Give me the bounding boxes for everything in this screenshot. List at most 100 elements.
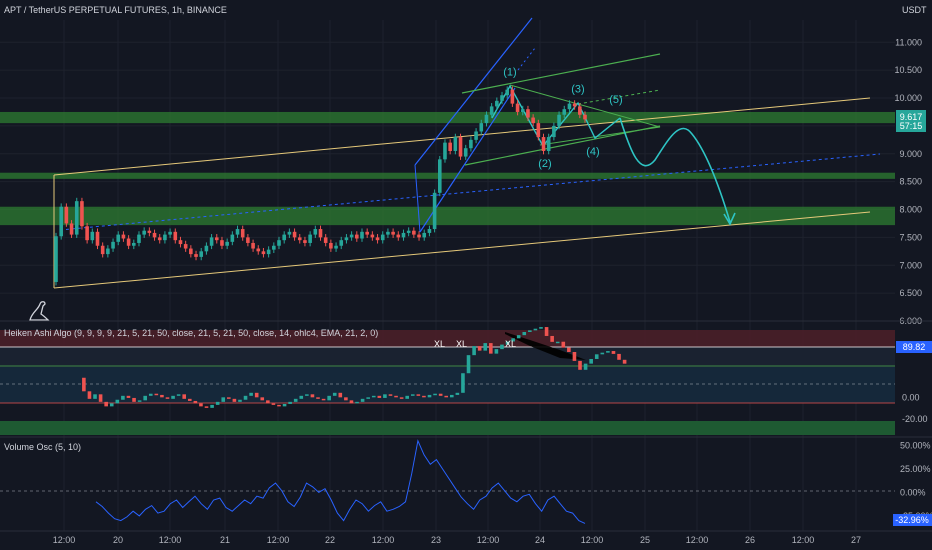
ha-candle bbox=[182, 394, 187, 399]
zone-1 bbox=[0, 111, 895, 124]
trend-line-upper[interactable] bbox=[414, 17, 533, 166]
ha-candle bbox=[137, 400, 142, 402]
ha-candle bbox=[160, 394, 164, 398]
ha-candle bbox=[221, 397, 226, 402]
ha-candle bbox=[594, 354, 599, 359]
ha-candle bbox=[371, 395, 376, 398]
candle-body bbox=[121, 234, 126, 239]
candle-body bbox=[318, 229, 323, 238]
candle-body bbox=[536, 123, 541, 138]
ha-candle bbox=[243, 395, 248, 400]
candle-body bbox=[380, 234, 385, 241]
wave-label-4: (4) bbox=[586, 146, 599, 158]
ha-candle bbox=[215, 401, 220, 405]
wave-label-3: (3) bbox=[571, 83, 584, 95]
candle-body bbox=[303, 240, 307, 243]
ha-candle bbox=[204, 406, 209, 408]
candle-body bbox=[365, 231, 369, 235]
ha-candle bbox=[388, 394, 393, 396]
ha-candle bbox=[293, 398, 298, 402]
ha-candle bbox=[427, 394, 432, 398]
ha-candle bbox=[126, 395, 131, 398]
ha-candle bbox=[572, 351, 577, 361]
green-channel-lower[interactable] bbox=[464, 125, 661, 166]
candle-body bbox=[277, 240, 281, 246]
heiken-marker-1: XL bbox=[434, 339, 445, 349]
candle-body bbox=[489, 106, 494, 115]
candle-body bbox=[453, 137, 458, 151]
candle-body bbox=[64, 206, 69, 224]
ha-candle bbox=[511, 338, 515, 342]
time-tick-label: 25 bbox=[640, 535, 650, 545]
heiken-marker-2: XL bbox=[456, 339, 467, 349]
green-channel-upper[interactable] bbox=[461, 53, 661, 94]
candle-body bbox=[246, 237, 250, 243]
candle-body bbox=[510, 89, 515, 104]
candle-body bbox=[54, 236, 58, 282]
ha-candle bbox=[266, 400, 270, 404]
heiken-candles bbox=[82, 327, 627, 408]
trend-connector bbox=[414, 164, 421, 233]
ha-candle bbox=[410, 394, 415, 396]
chart-title[interactable]: APT / TetherUS PERPETUAL FUTURES, 1h, BI… bbox=[4, 5, 227, 15]
volume-title[interactable]: Volume Osc (5, 10) bbox=[4, 442, 82, 452]
time-tick-label: 22 bbox=[325, 535, 335, 545]
heiken-tick-label: 0.00 bbox=[902, 392, 920, 402]
heiken-cloud bbox=[505, 332, 586, 360]
ha-candle bbox=[555, 341, 560, 344]
heiken-axis: 0.00 -20.00 bbox=[902, 392, 928, 424]
ha-candle bbox=[422, 395, 426, 398]
ha-candle bbox=[171, 395, 175, 399]
ha-candle bbox=[622, 359, 627, 364]
time-tick-label: 21 bbox=[220, 535, 230, 545]
ha-candle bbox=[617, 353, 621, 360]
ha-candle bbox=[321, 398, 326, 401]
ha-candle bbox=[539, 327, 543, 329]
price-tick-label: 6.500 bbox=[899, 288, 922, 298]
candle-body bbox=[427, 229, 432, 233]
price-badge-countdown: 57:15 bbox=[900, 121, 923, 131]
zone-3 bbox=[0, 206, 895, 226]
candle-body bbox=[282, 234, 286, 241]
volume-osc-line bbox=[95, 439, 586, 524]
ha-candle bbox=[277, 404, 281, 407]
channel-lower-line[interactable] bbox=[53, 211, 871, 289]
ha-candle bbox=[104, 401, 108, 407]
ha-candle bbox=[405, 395, 410, 399]
ha-candle bbox=[93, 394, 97, 399]
price-tick-label: 10.000 bbox=[894, 93, 922, 103]
candle-body bbox=[100, 245, 105, 255]
ha-candle bbox=[494, 349, 499, 354]
wave-label-5: (5) bbox=[609, 94, 622, 106]
candle-body bbox=[552, 125, 556, 138]
heiken-title[interactable]: Heiken Ashi Algo (9, 9, 9, 9, 21, 5, 21,… bbox=[4, 328, 379, 338]
candle-body bbox=[126, 238, 131, 246]
time-tick-label: 12:00 bbox=[581, 535, 604, 545]
price-axis[interactable]: 11.00010.50010.0009.5009.0008.5008.0007.… bbox=[894, 37, 922, 326]
heiken-tick-label: -20.00 bbox=[902, 414, 928, 424]
ha-candle bbox=[310, 394, 315, 398]
candle-body bbox=[443, 142, 447, 160]
channel-upper-line[interactable] bbox=[53, 97, 871, 176]
channel-mid-line bbox=[59, 153, 881, 231]
ha-candle bbox=[109, 403, 114, 407]
candle-body bbox=[74, 201, 79, 235]
ha-candle bbox=[260, 397, 265, 401]
ha-candle bbox=[238, 399, 242, 402]
candle-body bbox=[474, 131, 478, 140]
candle-body bbox=[417, 234, 421, 238]
candle-body bbox=[562, 109, 567, 115]
candle-body bbox=[297, 237, 302, 241]
time-axis[interactable]: 12:00 20 12:00 21 12:00 22 12:00 23 12:00 24 12:00… bbox=[53, 535, 861, 545]
ha-candle bbox=[416, 394, 421, 396]
candle-body bbox=[137, 234, 141, 243]
ha-candle bbox=[449, 394, 454, 398]
candle-body bbox=[194, 254, 198, 257]
candle-body bbox=[546, 137, 551, 151]
ha-candle bbox=[332, 392, 337, 396]
candle-body bbox=[557, 114, 561, 126]
time-tick-label: 27 bbox=[851, 535, 861, 545]
candle-body bbox=[183, 244, 188, 249]
ha-candle bbox=[227, 397, 231, 399]
